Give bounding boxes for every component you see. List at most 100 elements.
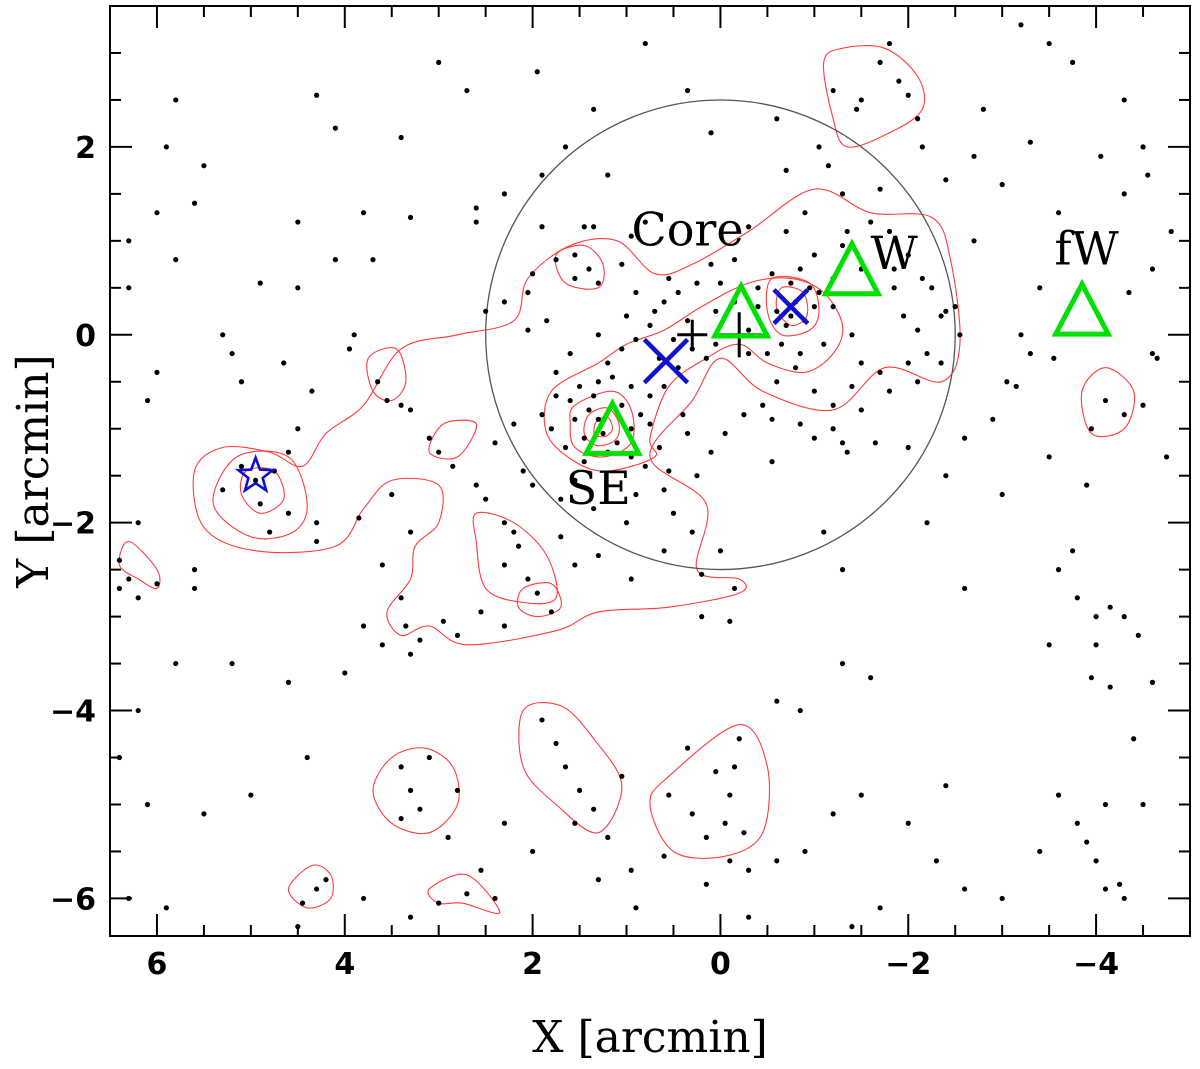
galaxy-point bbox=[426, 754, 432, 761]
galaxy-point bbox=[314, 520, 320, 526]
galaxy-point bbox=[858, 97, 864, 103]
galaxy-point bbox=[623, 313, 630, 319]
region-label: W bbox=[871, 226, 919, 280]
galaxy-point bbox=[962, 585, 968, 592]
cross-marker bbox=[642, 337, 690, 385]
galaxy-point bbox=[905, 252, 911, 258]
galaxy-point bbox=[1121, 895, 1127, 902]
galaxy-point bbox=[891, 266, 897, 272]
contour-line bbox=[775, 286, 809, 327]
galaxy-point bbox=[839, 242, 846, 249]
galaxy-point bbox=[783, 228, 789, 235]
galaxy-point bbox=[126, 285, 132, 291]
galaxy-point bbox=[398, 402, 404, 408]
galaxy-point bbox=[539, 224, 545, 230]
star-marker bbox=[234, 453, 277, 494]
galaxy-point bbox=[628, 233, 634, 239]
x-tick-label: 4 bbox=[334, 947, 355, 982]
galaxy-point bbox=[572, 275, 578, 282]
galaxy-point bbox=[797, 266, 803, 272]
galaxy-point bbox=[1131, 736, 1137, 742]
galaxy-point bbox=[905, 820, 911, 826]
galaxy-point bbox=[1116, 881, 1123, 887]
galaxy-point bbox=[407, 529, 414, 535]
galaxy-point bbox=[135, 595, 141, 601]
galaxy-point bbox=[314, 886, 320, 892]
galaxy-point bbox=[591, 806, 597, 812]
galaxy-point bbox=[248, 792, 254, 798]
galaxy-point bbox=[929, 285, 935, 291]
galaxy-point bbox=[539, 172, 545, 178]
galaxy-point bbox=[1135, 632, 1141, 638]
galaxy-point bbox=[163, 144, 169, 150]
galaxy-point bbox=[1046, 454, 1052, 460]
galaxy-point bbox=[684, 430, 691, 437]
galaxy-point bbox=[957, 332, 963, 338]
contour-line bbox=[649, 724, 771, 859]
y-tick-label: −6 bbox=[50, 882, 96, 917]
x-tick-label: 0 bbox=[710, 947, 731, 982]
galaxy-point bbox=[586, 266, 592, 272]
galaxy-point bbox=[426, 435, 432, 441]
galaxy-point bbox=[962, 886, 968, 892]
galaxy-point bbox=[868, 219, 874, 225]
galaxy-point bbox=[295, 219, 301, 225]
galaxy-point bbox=[971, 153, 977, 159]
galaxy-point bbox=[581, 459, 587, 465]
galaxy-point bbox=[548, 609, 554, 615]
galaxy-point bbox=[553, 393, 559, 399]
galaxy-point bbox=[473, 482, 479, 488]
galaxy-point bbox=[534, 69, 540, 75]
galaxy-point bbox=[398, 815, 404, 822]
galaxy-point bbox=[746, 914, 752, 920]
galaxy-point bbox=[999, 181, 1005, 188]
galaxy-point bbox=[830, 426, 836, 432]
galaxy-point bbox=[191, 200, 198, 206]
galaxy-point bbox=[553, 257, 559, 263]
galaxy-point bbox=[483, 308, 489, 314]
galaxy-point bbox=[116, 557, 122, 563]
galaxy-point bbox=[830, 304, 836, 310]
galaxy-point bbox=[1046, 642, 1052, 648]
galaxy-point bbox=[360, 210, 367, 216]
galaxy-point bbox=[1093, 642, 1099, 648]
galaxy-point bbox=[403, 623, 409, 629]
galaxy-point bbox=[323, 877, 329, 883]
galaxy-point bbox=[788, 280, 794, 286]
galaxy-point bbox=[356, 515, 362, 521]
galaxy-point bbox=[450, 463, 456, 469]
triangle-marker bbox=[821, 238, 883, 297]
galaxy-point bbox=[760, 402, 766, 408]
contour-line bbox=[427, 873, 501, 915]
galaxy-point bbox=[473, 205, 479, 211]
galaxy-point bbox=[1055, 792, 1062, 798]
galaxy-point bbox=[154, 581, 160, 587]
galaxy-point bbox=[220, 487, 226, 493]
galaxy-point bbox=[886, 388, 893, 394]
galaxy-point bbox=[229, 660, 235, 667]
galaxy-point bbox=[285, 679, 292, 685]
galaxy-point bbox=[858, 792, 864, 798]
galaxy-point bbox=[1018, 22, 1024, 28]
galaxy-point bbox=[464, 891, 470, 897]
galaxy-point bbox=[1102, 801, 1109, 808]
contour-line bbox=[212, 450, 308, 540]
galaxy-point bbox=[811, 388, 817, 394]
galaxy-point bbox=[816, 144, 822, 150]
galaxy-point bbox=[891, 285, 897, 291]
galaxy-point bbox=[473, 219, 479, 225]
galaxy-point bbox=[1074, 820, 1080, 826]
galaxy-point bbox=[1088, 675, 1094, 681]
galaxy-point bbox=[436, 900, 442, 906]
galaxy-point bbox=[567, 397, 573, 404]
galaxy-point bbox=[741, 412, 747, 418]
galaxy-point bbox=[398, 764, 404, 770]
galaxy-point bbox=[267, 529, 273, 535]
galaxy-point bbox=[872, 440, 878, 446]
galaxy-point bbox=[539, 717, 545, 723]
galaxy-point bbox=[595, 552, 601, 559]
galaxy-point bbox=[576, 383, 583, 390]
galaxy-point bbox=[332, 125, 338, 131]
galaxy-point bbox=[144, 397, 151, 404]
galaxy-point bbox=[436, 59, 442, 65]
